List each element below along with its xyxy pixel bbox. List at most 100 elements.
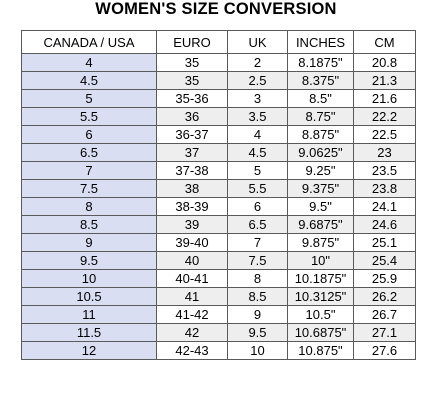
cell-uk: 6.5 xyxy=(227,215,288,234)
cell-canada-usa: 9 xyxy=(21,233,157,252)
cell-canada-usa: 5 xyxy=(21,89,157,108)
cell-cm: 25.4 xyxy=(353,251,416,270)
table-row: 11 41-42 9 10.5" 26.7 xyxy=(21,305,416,324)
table-row: 10.5 41 8.5 10.3125" 26.2 xyxy=(21,287,416,306)
table-row: 6 36-37 4 8.875" 22.5 xyxy=(21,125,416,144)
cell-inches: 8.75" xyxy=(287,107,354,126)
cell-canada-usa: 10 xyxy=(21,269,157,288)
cell-cm: 27.1 xyxy=(353,323,416,342)
cell-euro: 36 xyxy=(156,107,228,126)
cell-uk: 3.5 xyxy=(227,107,288,126)
cell-euro: 36-37 xyxy=(156,125,228,144)
cell-euro: 40-41 xyxy=(156,269,228,288)
cell-cm: 26.2 xyxy=(353,287,416,306)
cell-euro: 35-36 xyxy=(156,89,228,108)
header-cm: CM xyxy=(353,30,416,54)
cell-uk: 7.5 xyxy=(227,251,288,270)
cell-uk: 2 xyxy=(227,53,288,72)
cell-cm: 20.8 xyxy=(353,53,416,72)
cell-uk: 3 xyxy=(227,89,288,108)
table-row: 5.5 36 3.5 8.75" 22.2 xyxy=(21,107,416,126)
table-row: 10 40-41 8 10.1875" 25.9 xyxy=(21,269,416,288)
table-row: 9 39-40 7 9.875" 25.1 xyxy=(21,233,416,252)
cell-canada-usa: 8 xyxy=(21,197,157,216)
cell-uk: 10 xyxy=(227,341,288,360)
cell-inches: 10" xyxy=(287,251,354,270)
cell-uk: 5.5 xyxy=(227,179,288,198)
cell-uk: 8.5 xyxy=(227,287,288,306)
cell-canada-usa: 6 xyxy=(21,125,157,144)
cell-euro: 40 xyxy=(156,251,228,270)
cell-euro: 42-43 xyxy=(156,341,228,360)
cell-canada-usa: 9.5 xyxy=(21,251,157,270)
cell-inches: 9.0625" xyxy=(287,143,354,162)
cell-cm: 24.6 xyxy=(353,215,416,234)
cell-inches: 9.25" xyxy=(287,161,354,180)
cell-canada-usa: 7.5 xyxy=(21,179,157,198)
header-canada-usa: CANADA / USA xyxy=(21,30,157,54)
cell-cm: 22.5 xyxy=(353,125,416,144)
cell-uk: 9.5 xyxy=(227,323,288,342)
cell-cm: 27.6 xyxy=(353,341,416,360)
cell-euro: 39 xyxy=(156,215,228,234)
cell-cm: 23 xyxy=(353,143,416,162)
header-euro: EURO xyxy=(156,30,228,54)
cell-uk: 7 xyxy=(227,233,288,252)
cell-cm: 23.5 xyxy=(353,161,416,180)
header-row: CANADA / USA EURO UK INCHES CM xyxy=(21,30,416,54)
cell-euro: 38-39 xyxy=(156,197,228,216)
cell-euro: 37 xyxy=(156,143,228,162)
cell-canada-usa: 8.5 xyxy=(21,215,157,234)
cell-inches: 9.6875" xyxy=(287,215,354,234)
cell-cm: 25.9 xyxy=(353,269,416,288)
table-row: 8.5 39 6.5 9.6875" 24.6 xyxy=(21,215,416,234)
cell-cm: 24.1 xyxy=(353,197,416,216)
cell-euro: 42 xyxy=(156,323,228,342)
table-row: 12 42-43 10 10.875" 27.6 xyxy=(21,341,416,360)
table-row: 9.5 40 7.5 10" 25.4 xyxy=(21,251,416,270)
table-row: 11.5 42 9.5 10.6875" 27.1 xyxy=(21,323,416,342)
table-row: 4 35 2 8.1875" 20.8 xyxy=(21,53,416,72)
table-body: 4 35 2 8.1875" 20.8 4.5 35 2.5 8.375" 21.3 5 35-36 3… xyxy=(21,53,416,360)
cell-uk: 8 xyxy=(227,269,288,288)
cell-inches: 10.3125" xyxy=(287,287,354,306)
cell-canada-usa: 11 xyxy=(21,305,157,324)
cell-uk: 5 xyxy=(227,161,288,180)
cell-canada-usa: 10.5 xyxy=(21,287,157,306)
cell-canada-usa: 4 xyxy=(21,53,157,72)
cell-uk: 2.5 xyxy=(227,71,288,90)
cell-uk: 4 xyxy=(227,125,288,144)
size-conversion-table: CANADA / USA EURO UK INCHES CM 4 35 2 8.187… xyxy=(21,30,416,360)
cell-canada-usa: 12 xyxy=(21,341,157,360)
cell-euro: 37-38 xyxy=(156,161,228,180)
cell-euro: 39-40 xyxy=(156,233,228,252)
cell-inches: 10.1875" xyxy=(287,269,354,288)
cell-cm: 23.8 xyxy=(353,179,416,198)
cell-cm: 21.3 xyxy=(353,71,416,90)
cell-inches: 8.875" xyxy=(287,125,354,144)
cell-canada-usa: 7 xyxy=(21,161,157,180)
cell-euro: 41 xyxy=(156,287,228,306)
cell-cm: 21.6 xyxy=(353,89,416,108)
table-row: 5 35-36 3 8.5" 21.6 xyxy=(21,89,416,108)
cell-cm: 26.7 xyxy=(353,305,416,324)
header-uk: UK xyxy=(227,30,288,54)
cell-inches: 8.5" xyxy=(287,89,354,108)
cell-inches: 9.375" xyxy=(287,179,354,198)
cell-canada-usa: 6.5 xyxy=(21,143,157,162)
cell-canada-usa: 5.5 xyxy=(21,107,157,126)
header-inches: INCHES xyxy=(287,30,354,54)
cell-cm: 25.1 xyxy=(353,233,416,252)
table-row: 7.5 38 5.5 9.375" 23.8 xyxy=(21,179,416,198)
cell-cm: 22.2 xyxy=(353,107,416,126)
cell-euro: 35 xyxy=(156,71,228,90)
table-row: 6.5 37 4.5 9.0625" 23 xyxy=(21,143,416,162)
cell-inches: 10.875" xyxy=(287,341,354,360)
cell-canada-usa: 11.5 xyxy=(21,323,157,342)
cell-euro: 41-42 xyxy=(156,305,228,324)
cell-inches: 10.6875" xyxy=(287,323,354,342)
page-title: WOMEN'S SIZE CONVERSION xyxy=(95,0,337,18)
cell-uk: 9 xyxy=(227,305,288,324)
cell-inches: 10.5" xyxy=(287,305,354,324)
cell-inches: 8.375" xyxy=(287,71,354,90)
